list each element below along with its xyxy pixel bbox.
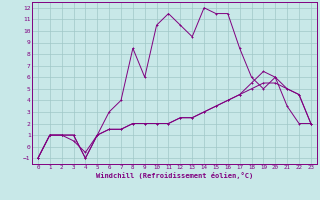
X-axis label: Windchill (Refroidissement éolien,°C): Windchill (Refroidissement éolien,°C) [96,172,253,179]
